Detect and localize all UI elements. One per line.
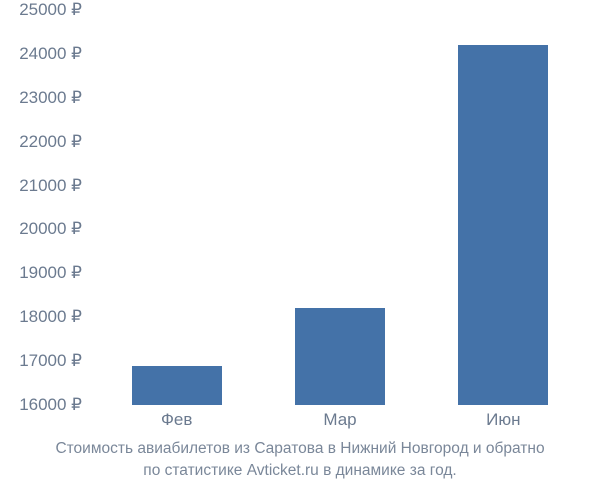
y-tick-label: 23000 ₽ [19,88,82,108]
caption-line-2: по статистике Avticket.ru в динамике за … [143,462,456,479]
y-tick-label: 16000 ₽ [19,395,82,415]
y-axis: 16000 ₽17000 ₽18000 ₽19000 ₽20000 ₽21000… [0,10,90,405]
y-tick-label: 20000 ₽ [19,219,82,239]
chart-bar [132,366,222,406]
chart-caption: Стоимость авиабилетов из Саратова в Нижн… [0,438,600,483]
y-tick-label: 19000 ₽ [19,263,82,283]
x-tick-label: Июн [486,410,520,430]
y-tick-label: 18000 ₽ [19,307,82,327]
y-tick-label: 17000 ₽ [19,351,82,371]
chart-bar [295,308,385,405]
caption-line-1: Стоимость авиабилетов из Саратова в Нижн… [55,440,544,457]
x-tick-label: Мар [323,410,356,430]
y-tick-label: 21000 ₽ [19,176,82,196]
y-tick-label: 22000 ₽ [19,132,82,152]
y-tick-label: 25000 ₽ [19,0,82,20]
x-tick-label: Фев [161,410,192,430]
chart-plot-area [95,10,585,405]
chart-bar [458,45,548,405]
y-tick-label: 24000 ₽ [19,44,82,64]
